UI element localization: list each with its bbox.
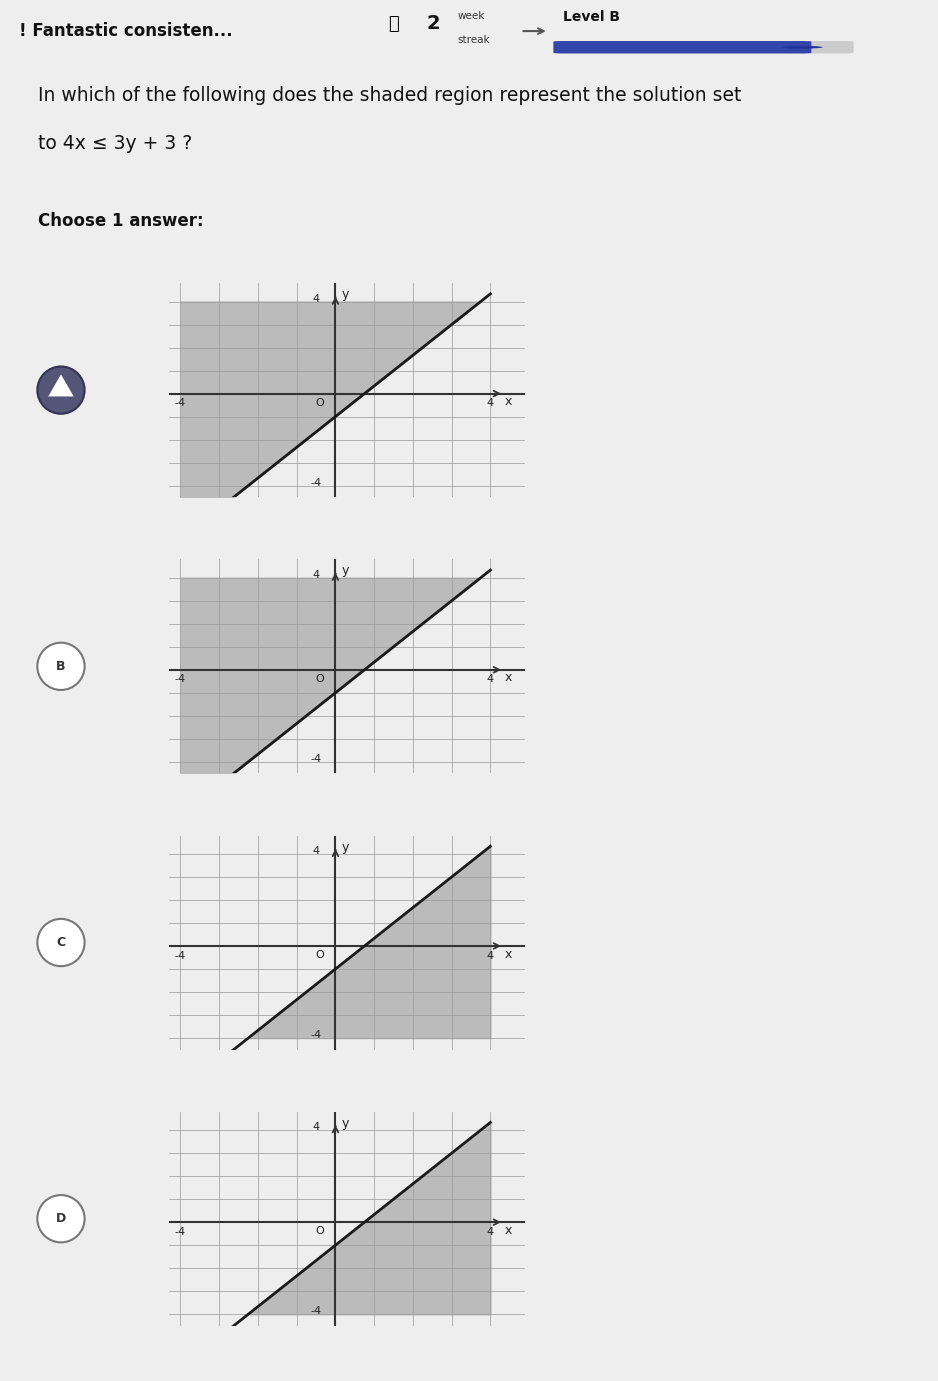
Text: y: y <box>341 1117 349 1130</box>
Text: 4: 4 <box>312 294 320 304</box>
Circle shape <box>38 1195 84 1243</box>
Text: O: O <box>315 398 325 407</box>
Text: 4: 4 <box>312 847 320 856</box>
Text: y: y <box>341 565 349 577</box>
Text: -4: -4 <box>174 398 186 409</box>
Text: -4: -4 <box>310 1030 322 1040</box>
Text: O: O <box>315 1226 325 1236</box>
Text: Choose 1 answer:: Choose 1 answer: <box>38 211 204 231</box>
Text: x: x <box>504 671 511 685</box>
Text: 4: 4 <box>487 950 494 961</box>
FancyBboxPatch shape <box>553 41 811 54</box>
Text: -4: -4 <box>310 1306 322 1316</box>
Text: -4: -4 <box>174 1226 186 1237</box>
Text: 4: 4 <box>487 674 494 685</box>
Text: 🔥: 🔥 <box>388 15 400 33</box>
Text: 4: 4 <box>487 1226 494 1237</box>
Text: week: week <box>458 11 485 21</box>
Text: to 4x ≤ 3y + 3 ?: to 4x ≤ 3y + 3 ? <box>38 134 191 153</box>
Text: Level B: Level B <box>563 11 620 25</box>
Circle shape <box>38 918 84 967</box>
Text: -4: -4 <box>310 754 322 764</box>
Text: ! Fantastic consisten...: ! Fantastic consisten... <box>19 22 233 40</box>
Text: 4: 4 <box>312 570 320 580</box>
Text: y: y <box>341 841 349 853</box>
Circle shape <box>38 366 84 414</box>
Text: 4: 4 <box>487 398 494 409</box>
Text: -4: -4 <box>174 950 186 961</box>
Text: -4: -4 <box>174 674 186 685</box>
Text: -4: -4 <box>310 478 322 487</box>
Text: O: O <box>315 950 325 960</box>
Text: C: C <box>56 936 66 949</box>
Text: x: x <box>504 1224 511 1237</box>
Circle shape <box>38 642 84 690</box>
Text: 4: 4 <box>312 1123 320 1132</box>
Text: In which of the following does the shaded region represent the solution set: In which of the following does the shade… <box>38 86 741 105</box>
Text: x: x <box>504 947 511 961</box>
Text: y: y <box>341 289 349 301</box>
Text: x: x <box>504 395 511 409</box>
Text: streak: streak <box>458 36 491 46</box>
FancyBboxPatch shape <box>553 41 854 54</box>
Text: B: B <box>56 660 66 673</box>
Text: O: O <box>315 674 325 684</box>
Circle shape <box>781 46 823 48</box>
Text: D: D <box>56 1213 66 1225</box>
Text: 2: 2 <box>427 14 441 33</box>
